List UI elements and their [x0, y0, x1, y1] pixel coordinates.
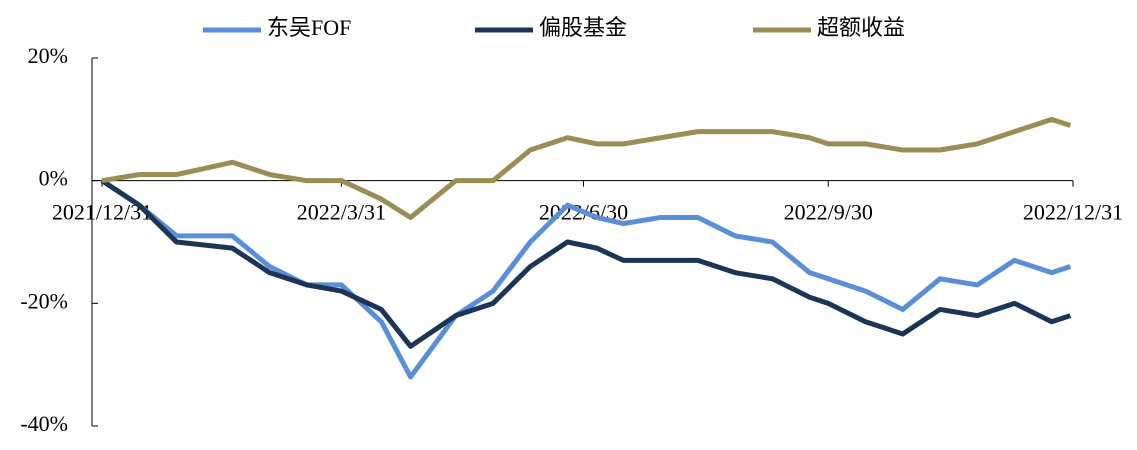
series-line: [100, 178, 1072, 380]
series-line: [100, 178, 1072, 349]
series-line: [101, 116, 1072, 220]
y-tick-label: 20%: [28, 43, 68, 68]
x-tick-label: 2022/3/31: [297, 200, 386, 225]
x-tick-label: 2022/9/30: [784, 200, 873, 225]
y-tick-label: -40%: [20, 411, 68, 436]
y-tick-label: -20%: [20, 288, 68, 313]
legend-label: 偏股基金: [539, 15, 627, 40]
legend-label: 东吴FOF: [267, 15, 351, 40]
y-tick-label: 0%: [39, 166, 68, 191]
x-tick-label: 2022/12/31: [1023, 200, 1123, 225]
legend-label: 超额收益: [817, 15, 905, 40]
